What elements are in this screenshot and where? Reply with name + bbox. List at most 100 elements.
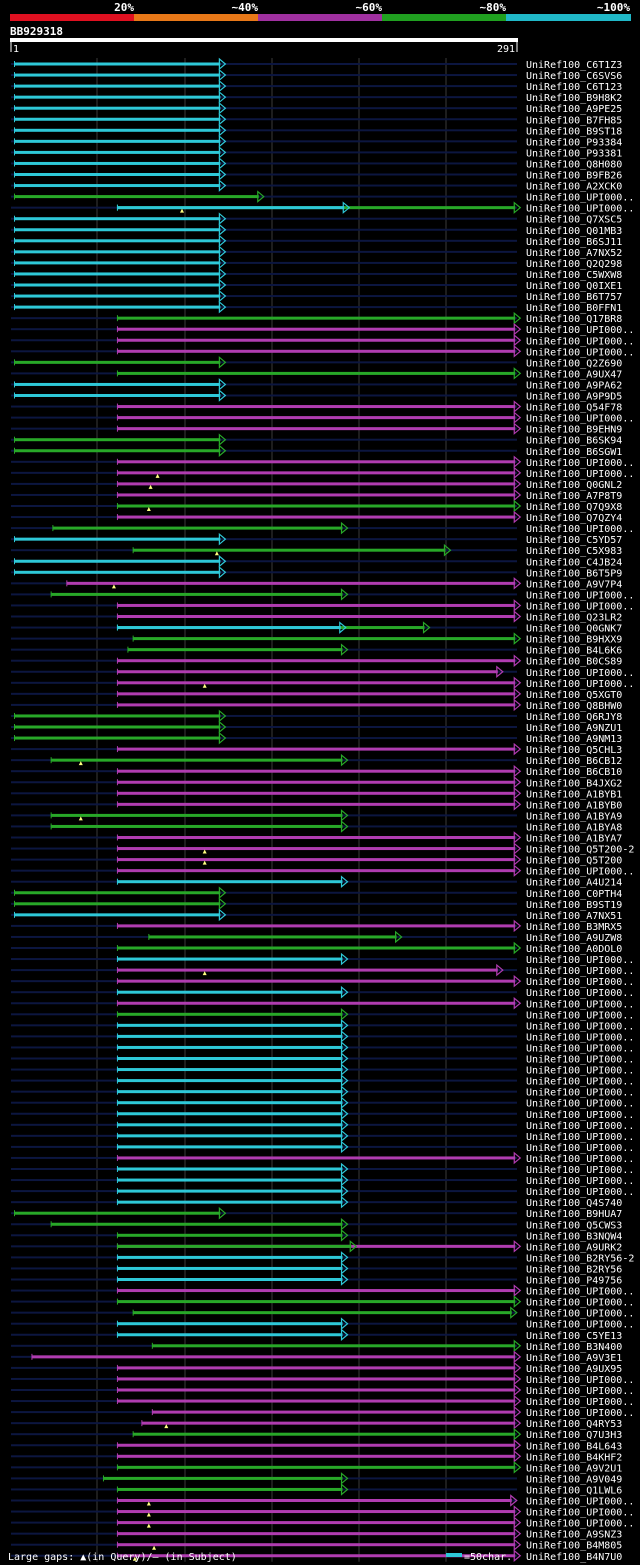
hit-bar bbox=[148, 935, 397, 939]
hit-label: UniRef100_Q6RJY8 bbox=[526, 712, 622, 723]
hit-bar bbox=[117, 747, 516, 751]
hit-end-arrow bbox=[218, 1206, 227, 1220]
hit-bar bbox=[117, 1300, 516, 1304]
hit-track bbox=[11, 538, 517, 541]
hit-label: UniRef100_A1BYA8 bbox=[526, 822, 622, 833]
hit-track bbox=[11, 173, 517, 176]
hit-row: UniRef100_B4M805 bbox=[11, 1538, 622, 1552]
hit-label: UniRef100_A9P9D5 bbox=[526, 392, 622, 403]
hit-end-arrow bbox=[340, 1063, 349, 1076]
hit-row: UniRef100_B9EHN9 bbox=[11, 422, 622, 436]
hit-row: UniRef100_C5WXW8 bbox=[11, 267, 622, 281]
hit-end-arrow bbox=[513, 787, 522, 800]
hit-label: UniRef100_A9V049 bbox=[526, 1474, 622, 1485]
hit-row: UniRef100_A7NX52 bbox=[11, 245, 622, 259]
hit-row: UniRef100_UPI000.. bbox=[11, 455, 634, 469]
ruler-end-label: 291 bbox=[497, 44, 515, 55]
hit-label: UniRef100_UPI000.. bbox=[526, 1287, 634, 1298]
hit-label: UniRef100_UPI000.. bbox=[526, 1508, 634, 1519]
hit-end-arrow bbox=[513, 676, 522, 690]
hit-bar bbox=[14, 891, 221, 895]
hit-row: UniRef100_B2RY56 bbox=[11, 1262, 622, 1275]
hit-label: UniRef100_Q4S740 bbox=[526, 1198, 622, 1209]
hit-end-arrow bbox=[218, 300, 227, 314]
hit-track bbox=[11, 239, 517, 242]
hit-row: UniRef100_UPI000.. bbox=[11, 466, 634, 480]
hit-row: UniRef100_Q54F78 bbox=[11, 400, 622, 414]
hit-label: UniRef100_UPI000.. bbox=[526, 1386, 634, 1397]
hit-label: UniRef100_A9SNZ3 bbox=[526, 1530, 622, 1541]
hit-row: UniRef100_A9UZW8 bbox=[11, 930, 622, 944]
hit-label: UniRef100_UPI000.. bbox=[526, 458, 634, 469]
hit-end-arrow bbox=[513, 654, 522, 667]
hit-row: UniRef100_P93381 bbox=[11, 146, 622, 159]
hit-end-arrow bbox=[513, 422, 522, 435]
hit-label: UniRef100_A9V3E1 bbox=[526, 1353, 622, 1364]
hit-bar bbox=[117, 1543, 516, 1547]
hit-label: UniRef100_Q5CWS3 bbox=[526, 1220, 622, 1231]
hit-label: UniRef100_C5YD57 bbox=[526, 535, 622, 546]
hit-track bbox=[11, 162, 517, 165]
hit-end-arrow bbox=[513, 610, 522, 623]
hit-end-arrow bbox=[218, 532, 227, 546]
legend-bar-100 bbox=[506, 14, 631, 21]
hit-label: UniRef100_Q1LWL6 bbox=[526, 1485, 622, 1496]
hit-bar bbox=[117, 946, 516, 950]
hit-label: UniRef100_Q0IXE1 bbox=[526, 281, 622, 292]
hit-label: UniRef100_UPI000.. bbox=[526, 1055, 634, 1066]
hit-bar bbox=[117, 1167, 343, 1171]
hit-label: UniRef100_UPI000.. bbox=[526, 1066, 634, 1077]
hit-bar bbox=[117, 1134, 343, 1138]
hit-label: UniRef100_B3N400 bbox=[526, 1342, 622, 1353]
hit-end-arrow bbox=[513, 201, 522, 214]
hit-end-arrow bbox=[340, 820, 349, 833]
hit-label: UniRef100_C6T123 bbox=[526, 82, 622, 93]
hit-end-arrow bbox=[218, 444, 227, 458]
hit-label: UniRef100_A1BYA9 bbox=[526, 811, 622, 822]
hit-bar bbox=[152, 1410, 516, 1414]
hit-row: UniRef100_UPI000.. bbox=[11, 974, 634, 988]
hit-label: UniRef100_UPI000.. bbox=[526, 325, 634, 336]
query-gap-marker bbox=[146, 1512, 151, 1517]
hit-end-arrow bbox=[513, 1350, 522, 1364]
hit-label: UniRef100_Q01MB3 bbox=[526, 226, 622, 237]
hit-bar bbox=[117, 659, 516, 663]
hit-track bbox=[11, 1212, 517, 1215]
hit-row: UniRef100_B9H8K2 bbox=[11, 90, 622, 104]
hit-bar bbox=[14, 184, 221, 188]
hit-track bbox=[11, 726, 517, 728]
hit-bar bbox=[117, 1322, 343, 1326]
hit-end-arrow bbox=[513, 687, 522, 701]
hit-end-arrow bbox=[513, 1405, 522, 1419]
hit-row: UniRef100_UPI000.. bbox=[11, 1085, 634, 1099]
hit-end-arrow bbox=[496, 665, 504, 679]
hit-end-arrow bbox=[340, 1096, 349, 1109]
hit-row: UniRef100_B3N400 bbox=[11, 1339, 622, 1353]
hit-row: UniRef100_A1BYB0 bbox=[11, 798, 622, 811]
hit-track bbox=[11, 306, 517, 309]
hit-label: UniRef100_UPI000.. bbox=[526, 1176, 634, 1187]
hit-row: UniRef100_A9V049 bbox=[11, 1472, 622, 1485]
hit-label: UniRef100_P93384 bbox=[526, 137, 622, 148]
hit-bar bbox=[14, 294, 221, 298]
hit-bar bbox=[117, 1112, 343, 1116]
hit-end-arrow bbox=[340, 1262, 349, 1275]
hit-rows: UniRef100_C6T1Z3UniRef100_C6SVS6UniRef10… bbox=[11, 57, 634, 1563]
hit-end-arrow bbox=[218, 157, 227, 170]
hit-bar bbox=[117, 681, 516, 685]
hit-row: UniRef100_UPI000.. bbox=[11, 1008, 634, 1021]
hit-bar bbox=[14, 559, 221, 563]
hit-end-arrow bbox=[340, 985, 349, 999]
hit-end-arrow bbox=[218, 554, 227, 568]
hit-end-arrow bbox=[340, 1074, 349, 1087]
hit-bar bbox=[117, 206, 345, 210]
hit-label: UniRef100_UPI000.. bbox=[526, 601, 634, 612]
hit-label: UniRef100_UPI000.. bbox=[526, 193, 634, 204]
grid-lines bbox=[96, 58, 447, 1562]
hit-label: UniRef100_UPI000.. bbox=[526, 668, 634, 679]
hit-end-arrow bbox=[218, 234, 227, 248]
hit-bar bbox=[117, 316, 516, 320]
hit-bar bbox=[117, 791, 516, 795]
hit-end-arrow bbox=[218, 256, 227, 270]
hit-row: UniRef100_A9V3E1 bbox=[11, 1350, 622, 1364]
